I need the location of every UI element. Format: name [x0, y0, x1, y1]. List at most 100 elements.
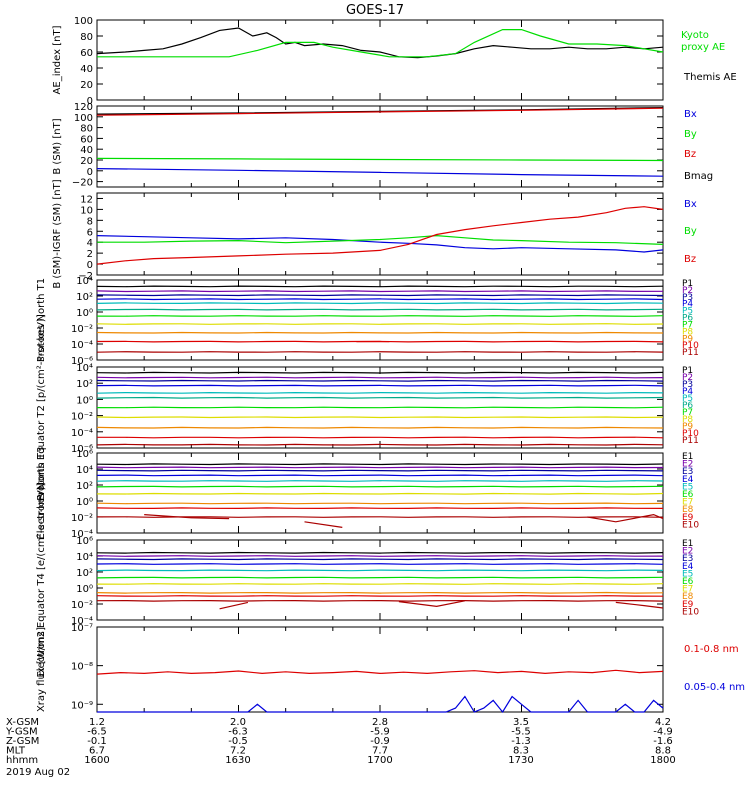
y-tick-label: 10⁴: [76, 363, 93, 374]
channel-label-e3: E3: [682, 554, 693, 564]
channel-label-e8: E8: [682, 592, 694, 602]
plot-title: GOES-17: [346, 3, 404, 18]
channel-e2: [96, 555, 664, 557]
y-tick-label: 10⁻⁶: [71, 356, 93, 367]
channel-e4: [96, 474, 664, 477]
y-tick-label: 10⁻⁸: [71, 662, 93, 673]
x-row-label-y-gsm: Y-GSM: [5, 727, 38, 738]
y-tick-label: 20: [80, 156, 93, 167]
y-tick-label: 10⁴: [76, 276, 93, 287]
x-row-value: 1730: [508, 755, 533, 766]
series-bz: [96, 107, 664, 116]
y-tick-label: −20: [72, 178, 93, 189]
data-fragment: [398, 600, 466, 608]
channel-label-e2: E2: [682, 547, 693, 557]
channel-label-p2: P2: [682, 373, 693, 383]
channel-e10: [96, 516, 664, 518]
legend-xray-short: 0.05-0.4 nm: [684, 682, 745, 693]
data-fragment: [144, 514, 230, 520]
channel-p5: [96, 391, 664, 394]
x-row-value: 2.8: [372, 717, 388, 728]
channel-p6: [96, 308, 664, 311]
channel-e1: [96, 551, 664, 554]
x-axis-table: X-GSM 1.2 2.0 2.8 3.5 4.2 Y-GSM -6.5 -6.3 -5.9 -5.…: [5, 717, 676, 778]
panel-frame: [96, 19, 664, 101]
y-tick-label: 10²: [76, 481, 93, 492]
x-row-value: -4.9: [653, 727, 673, 738]
y-tick-label: 60: [80, 48, 93, 59]
channel-p8: [96, 323, 664, 325]
series-bx: [96, 168, 664, 177]
channel-label-p7: P7: [682, 408, 693, 418]
panel-6: 10⁶ 10⁴ 10² 10⁰ 10⁻² 10⁻⁴ Electrons North T3 E1…: [36, 446, 699, 540]
y-tick-label: 10⁴: [76, 465, 93, 476]
y-tick-label: 8: [87, 216, 93, 227]
series-themis-ae: [96, 27, 664, 59]
y-tick-label: 80: [80, 32, 93, 43]
y-tick-label: 10⁻²: [71, 600, 93, 611]
channel-label-p9: P9: [682, 334, 693, 344]
y-tick-label: 10⁻⁴: [71, 616, 93, 627]
legend-themis-ae: Themis AE: [683, 72, 737, 83]
y-tick-label: 0: [87, 96, 93, 107]
channel-label-e4: E4: [682, 562, 694, 572]
panel-8: 10⁻⁷ 10⁻⁸ 10⁻⁹ Xray flux [W/m2] 0.1-0.8 nm 0.…: [36, 623, 745, 714]
channel-label-p11: P11: [682, 436, 699, 446]
channel-p10: [97, 436, 664, 439]
channel-label-p10: P10: [682, 341, 699, 351]
channel-label-e7: E7: [682, 498, 693, 508]
x-row-value: -0.1: [87, 736, 107, 747]
channel-label-p1: P1: [682, 279, 693, 289]
channel-label-p8: P8: [682, 415, 693, 425]
y-tick-label: 10²: [76, 568, 93, 579]
channel-e4: [96, 563, 664, 565]
channel-e5: [96, 480, 664, 482]
channel-label-p4: P4: [682, 387, 693, 397]
channel-label-p3: P3: [682, 293, 693, 303]
y-axis-label: B (SM) [nT]: [52, 118, 63, 174]
channel-label-e4: E4: [682, 475, 694, 485]
channel-label-e9: E9: [682, 513, 694, 523]
y-tick-label: 10²: [76, 379, 93, 390]
x-row-value: -0.5: [228, 736, 248, 747]
series-bx: [96, 235, 664, 253]
channel-p11: [96, 443, 664, 446]
channel-p1: [96, 285, 664, 288]
series-by: [97, 234, 664, 245]
x-row-value: -0.9: [370, 736, 390, 747]
y-tick-label: 10⁻⁴: [71, 428, 93, 439]
channel-label-p5: P5: [682, 307, 693, 317]
channel-p7: [96, 406, 664, 409]
channel-p9: [96, 426, 664, 429]
channel-label-e5: E5: [682, 569, 693, 579]
series-0-1-0-8-nm: [96, 669, 664, 675]
x-row-label-mlt: MLT: [6, 746, 26, 757]
x-row-label-x-gsm: X-GSM: [6, 717, 39, 728]
channel-e5: [96, 569, 664, 572]
legend-bx: Bx: [684, 109, 697, 120]
channel-p9: [96, 331, 664, 334]
channel-e7: [96, 583, 664, 585]
y-tick-label: 0: [87, 260, 93, 271]
x-row-value: -5.9: [370, 727, 390, 738]
channel-label-p11: P11: [682, 348, 699, 358]
y-tick-label: 10⁻⁴: [71, 529, 93, 540]
data-fragment: [615, 601, 664, 609]
channel-label-e8: E8: [682, 505, 694, 515]
channel-p1: [96, 371, 664, 374]
y-tick-label: 10⁻²: [71, 324, 93, 335]
channel-e6: [96, 576, 664, 579]
channel-label-e1: E1: [682, 452, 693, 462]
y-tick-label: 0: [87, 167, 93, 178]
y-tick-label: 10⁻⁷: [71, 623, 93, 634]
y-tick-label: 10⁴: [76, 552, 93, 563]
legend-by: By: [684, 129, 697, 140]
x-row-value: 1800: [650, 755, 675, 766]
channel-label-e1: E1: [682, 539, 693, 549]
x-row-label-z-gsm: Z-GSM: [6, 736, 39, 747]
data-fragment: [587, 513, 664, 523]
x-row-value: 1700: [367, 755, 392, 766]
channel-label-e6: E6: [682, 490, 694, 500]
channel-e9: [96, 507, 664, 510]
